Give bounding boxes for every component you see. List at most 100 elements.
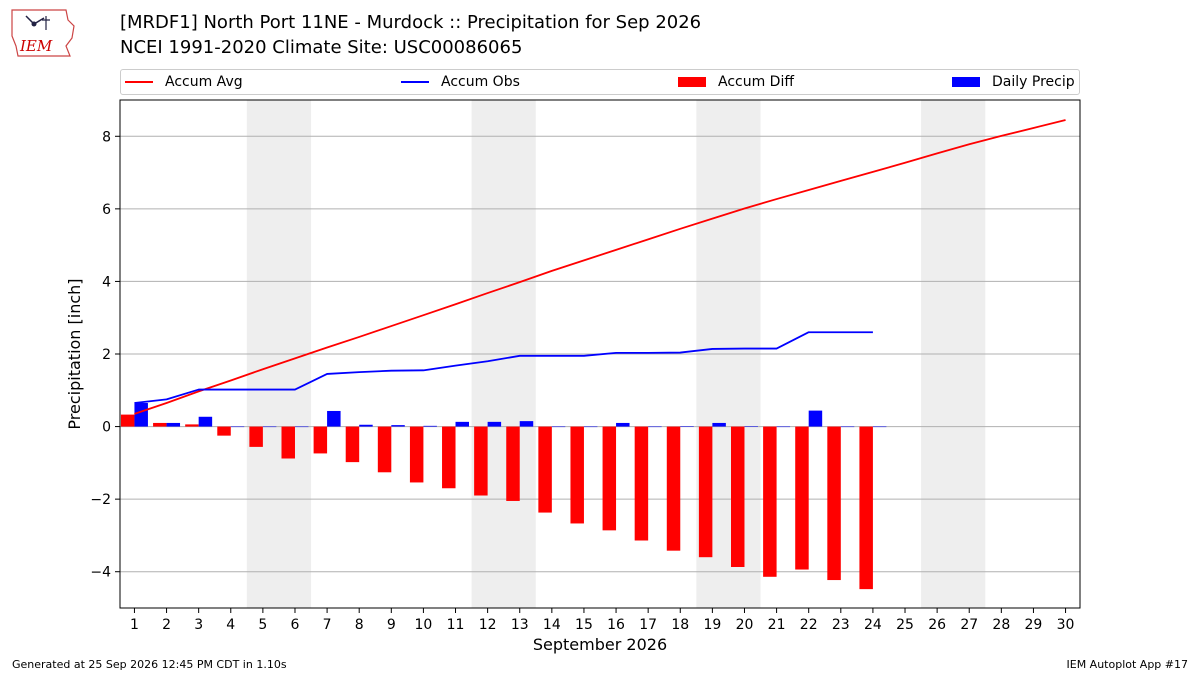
daily-precip-bar bbox=[551, 426, 566, 428]
accum-diff-bar bbox=[795, 426, 809, 570]
y-axis-label: Precipitation [inch] bbox=[65, 278, 84, 429]
accum-diff-bar bbox=[763, 426, 777, 577]
x-tick-label: 24 bbox=[864, 617, 882, 633]
accum-diff-bar bbox=[634, 426, 649, 541]
iem-logo: IEM bbox=[11, 9, 75, 57]
x-tick-label: 5 bbox=[258, 617, 267, 633]
chart-subtitle: NCEI 1991-2020 Climate Site: USC00086065 bbox=[120, 37, 523, 58]
accum-diff-bar bbox=[859, 426, 873, 590]
accum-diff-bar bbox=[602, 426, 617, 531]
daily-precip-bar bbox=[519, 421, 534, 427]
accum-obs-line bbox=[134, 331, 873, 404]
y-tick-label: 4 bbox=[102, 274, 111, 290]
legend-item-accum-obs: Accum Obs bbox=[401, 74, 520, 90]
x-tick-label: 11 bbox=[447, 617, 465, 633]
daily-precip-bar bbox=[712, 422, 726, 427]
x-tick-label: 2 bbox=[162, 617, 171, 633]
y-tick-label: 6 bbox=[102, 202, 111, 218]
y-tick-label: 8 bbox=[102, 129, 111, 145]
x-tick-label: 27 bbox=[960, 617, 978, 633]
legend-label-accum-diff: Accum Diff bbox=[718, 74, 795, 90]
legend-swatch-accum-avg bbox=[125, 81, 153, 83]
legend-label-accum-avg: Accum Avg bbox=[165, 74, 243, 90]
accum-diff-bar bbox=[730, 426, 745, 567]
legend-swatch-accum-obs bbox=[401, 81, 429, 83]
legend-swatch-accum-diff bbox=[678, 77, 706, 87]
x-tick-label: 8 bbox=[355, 617, 364, 633]
x-tick-label: 20 bbox=[736, 617, 754, 633]
accum-diff-bar bbox=[698, 426, 713, 558]
accum-diff-bar bbox=[666, 426, 681, 551]
daily-precip-bar bbox=[134, 402, 148, 427]
accum-diff-bar bbox=[153, 422, 167, 427]
accum-diff-bar bbox=[345, 426, 360, 463]
daily-precip-bar bbox=[840, 426, 855, 428]
daily-precip-bar bbox=[648, 426, 662, 428]
svg-text:IEM: IEM bbox=[19, 37, 53, 55]
x-tick-label: 1 bbox=[130, 617, 139, 633]
accum-diff-bar bbox=[377, 426, 392, 473]
legend-label-accum-obs: Accum Obs bbox=[441, 74, 520, 90]
accum-diff-bar bbox=[281, 426, 295, 459]
daily-precip-bar bbox=[776, 426, 791, 428]
x-tick-label: 9 bbox=[387, 617, 396, 633]
daily-precip-bar bbox=[230, 426, 245, 428]
app-footer: IEM Autoplot App #17 bbox=[1066, 658, 1189, 671]
accum-diff-bar bbox=[217, 426, 231, 436]
daily-precip-bar bbox=[391, 425, 405, 427]
accum-diff-bar bbox=[827, 426, 841, 581]
accum-diff-bar bbox=[570, 426, 584, 524]
daily-precip-bar bbox=[327, 410, 341, 427]
accum-diff-bar bbox=[538, 426, 552, 513]
accum-diff-bar bbox=[506, 426, 520, 501]
x-tick-label: 29 bbox=[1025, 617, 1043, 633]
daily-precip-bar bbox=[487, 421, 502, 427]
daily-precip-bar bbox=[680, 426, 694, 427]
accum-diff-bar bbox=[474, 426, 488, 496]
daily-precip-bar bbox=[744, 426, 758, 427]
accum-diff-bar bbox=[249, 426, 263, 447]
x-tick-label: 28 bbox=[992, 617, 1010, 633]
daily-precip-bar bbox=[262, 426, 277, 428]
x-tick-label: 26 bbox=[928, 617, 946, 633]
x-tick-label: 30 bbox=[1057, 617, 1075, 633]
daily-precip-bar bbox=[808, 410, 823, 427]
accum-diff-bar bbox=[313, 426, 328, 454]
x-tick-label: 4 bbox=[226, 617, 235, 633]
x-tick-label: 10 bbox=[414, 617, 432, 633]
accum-diff-bar bbox=[120, 414, 135, 427]
daily-precip-bar bbox=[455, 421, 470, 427]
x-tick-label: 19 bbox=[703, 617, 721, 633]
legend-item-accum-avg: Accum Avg bbox=[125, 74, 243, 90]
daily-precip-bar bbox=[872, 426, 887, 428]
y-tick-label: −2 bbox=[90, 492, 111, 508]
daily-precip-bar bbox=[166, 422, 181, 427]
legend-label-daily-precip: Daily Precip bbox=[992, 74, 1075, 90]
daily-precip-bar bbox=[423, 425, 437, 427]
x-axis-label: September 2026 bbox=[533, 635, 667, 654]
x-tick-label: 17 bbox=[639, 617, 657, 633]
accum-avg-line bbox=[134, 119, 1066, 415]
chart-legend: Accum Avg Accum Obs Accum Diff Daily Pre… bbox=[120, 69, 1080, 95]
x-tick-label: 18 bbox=[671, 617, 689, 633]
accum-diff-bar bbox=[185, 424, 199, 427]
x-tick-label: 14 bbox=[543, 617, 561, 633]
daily-precip-bar bbox=[198, 416, 213, 427]
x-tick-label: 13 bbox=[511, 617, 529, 633]
accum-diff-bar bbox=[442, 426, 456, 489]
chart-title: [MRDF1] North Port 11NE - Murdock :: Pre… bbox=[120, 12, 702, 33]
x-tick-label: 15 bbox=[575, 617, 593, 633]
x-tick-label: 23 bbox=[832, 617, 850, 633]
legend-item-accum-diff: Accum Diff bbox=[678, 74, 794, 90]
x-tick-label: 7 bbox=[323, 617, 332, 633]
accum-diff-bar bbox=[409, 426, 424, 483]
daily-precip-bar bbox=[616, 422, 630, 427]
y-tick-label: 0 bbox=[102, 420, 111, 436]
daily-precip-bar bbox=[294, 426, 309, 428]
generated-footer: Generated at 25 Sep 2026 12:45 PM CDT in… bbox=[12, 658, 287, 671]
legend-swatch-daily-precip bbox=[952, 77, 980, 87]
x-tick-label: 16 bbox=[607, 617, 625, 633]
daily-precip-bar bbox=[359, 424, 373, 427]
y-tick-label: 2 bbox=[102, 347, 111, 363]
